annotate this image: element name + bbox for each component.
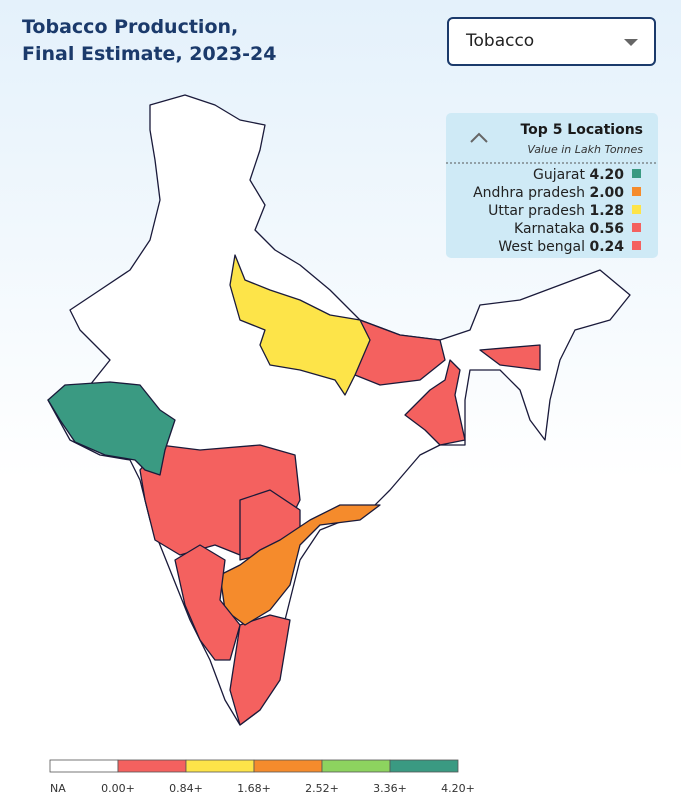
location-name: Karnataka: [514, 221, 585, 237]
legend-bin: [49, 759, 119, 773]
title: Tobacco Production, Final Estimate, 2023…: [22, 14, 276, 68]
location-row: West bengal 0.24: [498, 239, 624, 255]
dropdown-arrow: [624, 39, 638, 46]
location-swatch: [632, 223, 641, 232]
dropdown-value: Tobacco: [466, 31, 535, 51]
location-row: Gujarat 4.20: [533, 167, 624, 183]
collapse-button[interactable]: [470, 132, 488, 143]
state: [47, 381, 176, 476]
location-name: West bengal: [498, 239, 585, 255]
state: [479, 344, 541, 371]
location-value: 1.28: [589, 203, 624, 219]
panel-title: Top 5 Locations: [520, 122, 643, 138]
legend-label: 4.20+: [441, 782, 475, 795]
panel-subtitle: Value in Lakh Tonnes: [527, 143, 643, 156]
location-value: 0.56: [589, 221, 624, 237]
location-name: Uttar pradesh: [488, 203, 585, 219]
state: [229, 614, 291, 726]
location-value: 0.24: [589, 239, 624, 255]
location-swatch: [632, 187, 641, 196]
state: [404, 359, 466, 446]
state: [229, 254, 371, 396]
state: [354, 319, 446, 386]
location-name: Gujarat: [533, 167, 586, 183]
legend-bin: [253, 759, 323, 773]
dropdown[interactable]: Tobacco: [447, 17, 656, 66]
location-value: 4.20: [589, 167, 624, 183]
title-line: Tobacco Production,: [22, 16, 239, 38]
location-row: Karnataka 0.56: [514, 221, 624, 237]
location-swatch: [632, 241, 641, 250]
legend-bin: [389, 759, 459, 773]
location-value: 2.00: [589, 185, 624, 201]
legend-label: 2.52+: [305, 782, 339, 795]
location-row: Andhra pradesh 2.00: [473, 185, 624, 201]
location-row: Uttar pradesh 1.28: [488, 203, 624, 219]
legend-label: 0.84+: [169, 782, 203, 795]
location-swatch: [632, 205, 641, 214]
legend-bin: [185, 759, 255, 773]
top-panel: [446, 113, 658, 258]
location-swatch: [632, 169, 641, 178]
state: [174, 544, 241, 661]
legend-bin: [321, 759, 391, 773]
location-name: Andhra pradesh: [473, 185, 585, 201]
legend-label: 0.00+: [101, 782, 135, 795]
legend-bin: [117, 759, 187, 773]
legend-label: 3.36+: [373, 782, 407, 795]
legend-label: NA: [50, 782, 66, 795]
legend-label: 1.68+: [237, 782, 271, 795]
title-line: Final Estimate, 2023-24: [22, 43, 277, 65]
